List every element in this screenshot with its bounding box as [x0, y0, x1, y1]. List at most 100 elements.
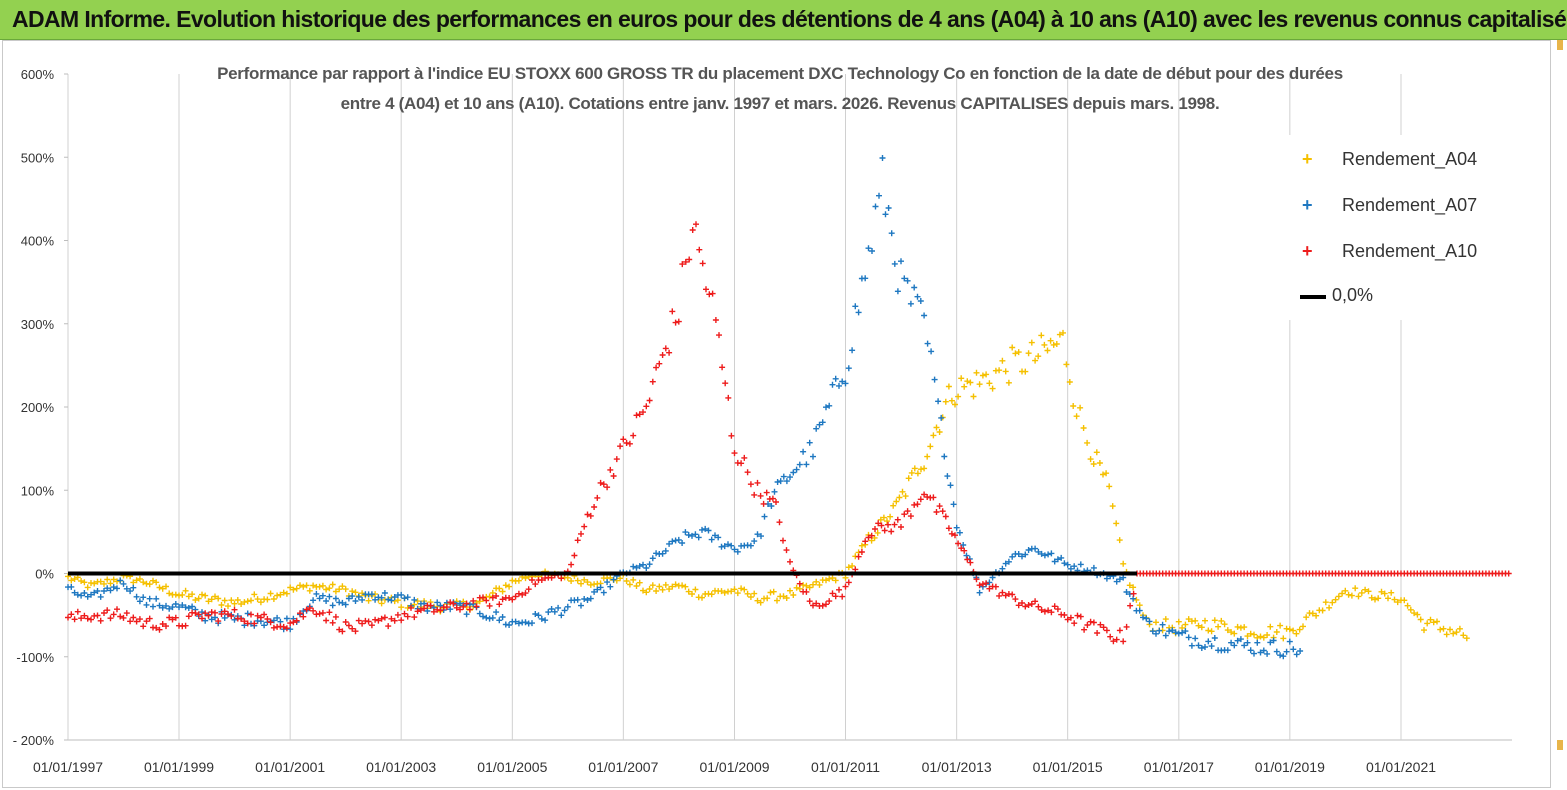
data-point — [1094, 630, 1101, 636]
data-point — [783, 547, 790, 554]
data-point — [872, 203, 879, 210]
data-point — [189, 603, 196, 610]
data-point — [1081, 626, 1088, 633]
data-point — [662, 345, 669, 352]
data-point — [1002, 592, 1009, 599]
data-point — [931, 376, 938, 383]
data-point — [234, 597, 241, 603]
data-point — [810, 602, 816, 609]
data-point — [1038, 550, 1045, 557]
data-point — [964, 378, 971, 385]
data-point — [169, 616, 176, 623]
data-point — [1009, 344, 1016, 351]
data-point — [287, 584, 294, 591]
data-point — [1368, 594, 1375, 601]
legend-item-a07: + Rendement_A07 — [1280, 193, 1502, 219]
data-point — [858, 549, 865, 555]
data-point — [97, 578, 104, 585]
x-tick-label: 01/01/2005 — [477, 759, 547, 775]
data-point — [140, 579, 147, 586]
data-point — [270, 596, 277, 602]
data-point — [310, 607, 317, 614]
data-point — [751, 538, 758, 545]
data-point — [1103, 575, 1110, 582]
data-point — [832, 375, 839, 382]
data-point — [287, 620, 294, 627]
x-tick-label: 01/01/2019 — [1255, 759, 1325, 775]
x-tick-label: 01/01/1999 — [144, 759, 214, 775]
data-point — [555, 604, 562, 611]
data-point — [571, 552, 578, 559]
legend-line-zero — [1300, 295, 1326, 299]
data-point — [326, 585, 333, 592]
data-point — [1103, 627, 1110, 634]
data-point — [117, 613, 124, 620]
data-point — [967, 559, 974, 566]
data-point — [123, 585, 130, 592]
data-point — [130, 579, 137, 586]
data-point — [1179, 629, 1186, 636]
data-point — [270, 617, 277, 624]
data-point — [205, 598, 212, 605]
data-point — [140, 623, 147, 630]
data-point — [1116, 537, 1123, 544]
data-point — [1126, 582, 1133, 589]
data-point — [1048, 550, 1055, 557]
data-point — [976, 582, 983, 589]
data-point — [326, 593, 333, 600]
data-point — [610, 473, 617, 479]
data-point — [607, 574, 614, 581]
data-point — [1156, 627, 1163, 634]
data-point — [1437, 626, 1444, 633]
data-point — [385, 596, 392, 603]
data-point — [996, 592, 1003, 599]
data-point — [300, 583, 307, 590]
data-point — [679, 582, 686, 589]
data-point — [130, 614, 137, 621]
data-point — [760, 500, 767, 507]
data-point — [88, 616, 94, 623]
y-tick-label: 300% — [21, 317, 55, 332]
data-point — [842, 380, 849, 387]
data-point — [803, 582, 810, 589]
data-point — [192, 597, 199, 603]
data-point — [339, 599, 346, 606]
data-point — [1218, 617, 1225, 624]
data-point — [955, 393, 962, 400]
data-point — [591, 588, 598, 595]
data-point — [751, 491, 758, 498]
data-point — [976, 589, 983, 596]
data-point — [872, 526, 878, 532]
data-point — [297, 582, 303, 589]
data-point — [757, 492, 764, 499]
data-point — [1123, 623, 1130, 630]
data-point — [319, 609, 326, 616]
data-point — [114, 585, 120, 592]
data-point — [948, 530, 955, 537]
data-point — [1228, 629, 1235, 636]
data-point — [319, 582, 326, 589]
data-point — [829, 575, 836, 581]
data-point — [1365, 588, 1372, 595]
data-point — [880, 514, 887, 521]
data-point — [205, 612, 212, 619]
legend-marker-a10: + — [1302, 241, 1313, 261]
data-point — [1019, 600, 1025, 606]
data-point — [261, 622, 268, 629]
data-point — [264, 596, 271, 603]
data-point — [914, 501, 921, 508]
data-point — [832, 577, 839, 584]
y-tick-label: 200% — [21, 400, 55, 415]
data-point — [251, 591, 258, 598]
data-point — [71, 616, 78, 623]
data-point — [228, 613, 235, 620]
data-point — [630, 576, 637, 583]
data-point — [218, 602, 225, 608]
data-point — [810, 453, 816, 460]
data-point — [1424, 620, 1431, 627]
data-point — [225, 611, 231, 618]
data-point — [1280, 635, 1287, 642]
data-point — [806, 439, 813, 446]
data-point — [780, 537, 786, 544]
data-point — [1005, 558, 1012, 565]
